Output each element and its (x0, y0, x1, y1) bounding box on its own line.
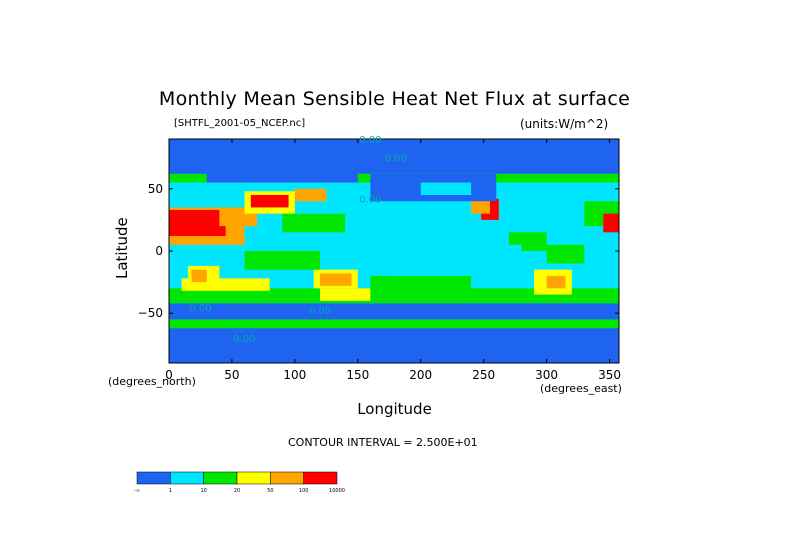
flux-cell (169, 303, 619, 320)
flux-cell (546, 244, 585, 264)
colorbar-swatch (236, 471, 271, 485)
contour-labels: 0.000.000.000.00 0.000.00 (189, 135, 406, 345)
contour-interval-note: CONTOUR INTERVAL = 2.500E+01 (288, 436, 478, 449)
colorbar-swatch (136, 471, 171, 485)
flux-cell (420, 182, 472, 195)
flux-cell (250, 195, 289, 208)
x-tick-label: 350 (598, 368, 621, 382)
colorbar-swatch (203, 471, 238, 485)
colorbar-swatch (170, 471, 204, 485)
colorbar-label: 10000 (329, 488, 345, 494)
flux-cell (603, 213, 619, 233)
flux-cell (169, 288, 619, 304)
colorbar-label: 1 (169, 488, 172, 494)
x-axis-label: Longitude (357, 400, 432, 418)
colorbar-label: 100 (299, 488, 309, 494)
colorbar-swatch (270, 471, 304, 485)
colorbar-label: 20 (234, 488, 240, 494)
y-axis-label: Latitude (113, 217, 131, 279)
flux-cell (206, 157, 358, 183)
contour-label: 0.00 (359, 135, 381, 146)
flux-cell (294, 188, 327, 202)
flux-cell (184, 213, 214, 233)
contour-label: 0.00 (359, 195, 381, 206)
flux-cell (244, 251, 321, 270)
contour-label: 0.00 (384, 154, 406, 165)
flux-cell (191, 269, 207, 283)
source-file-label: [SHTFL_2001-05_NCEP.nc] (174, 118, 306, 129)
x-axis-unit: (degrees_east) (540, 382, 622, 395)
flux-cell (370, 275, 472, 295)
y-tick-label: 50 (148, 182, 163, 196)
contour-label: 0.00 (189, 303, 211, 314)
y-tick-label: 0 (155, 244, 163, 258)
colorbar-label: 10 (200, 488, 206, 494)
flux-cell (320, 288, 371, 301)
y-axis: 50 0 −50 (138, 182, 619, 320)
chart-title: Monthly Mean Sensible Heat Net Flux at s… (158, 88, 631, 110)
x-tick-label: 200 (409, 368, 432, 382)
x-tick-label: 150 (346, 368, 369, 382)
colorbar: -∞ 1 10 20 50 100 10000 (134, 471, 345, 494)
flux-cell (169, 328, 619, 363)
flux-cell (395, 244, 522, 276)
flux-cell (282, 213, 346, 233)
colorbar-swatch (303, 471, 338, 485)
x-tick-label: 0 (165, 368, 173, 382)
units-label: (units:W/m^2) (520, 117, 609, 131)
flux-cell (169, 319, 619, 329)
flux-cell (320, 273, 352, 286)
contour-label: 0.00 (309, 305, 331, 316)
x-tick-label: 50 (224, 368, 239, 382)
flux-field (169, 139, 619, 363)
x-tick-label: 300 (535, 368, 558, 382)
colorbar-label: 50 (267, 488, 273, 494)
contour-label: 0.00 (233, 334, 255, 345)
x-tick-label: 250 (472, 368, 495, 382)
y-tick-label: −50 (138, 306, 163, 320)
y-axis-unit: (degrees_north) (108, 375, 196, 388)
colorbar-label: -∞ (134, 488, 140, 494)
flux-cell (546, 275, 566, 289)
x-tick-label: 100 (283, 368, 306, 382)
x-axis: 0 50 100 150 200 250 300 350 (165, 139, 621, 382)
